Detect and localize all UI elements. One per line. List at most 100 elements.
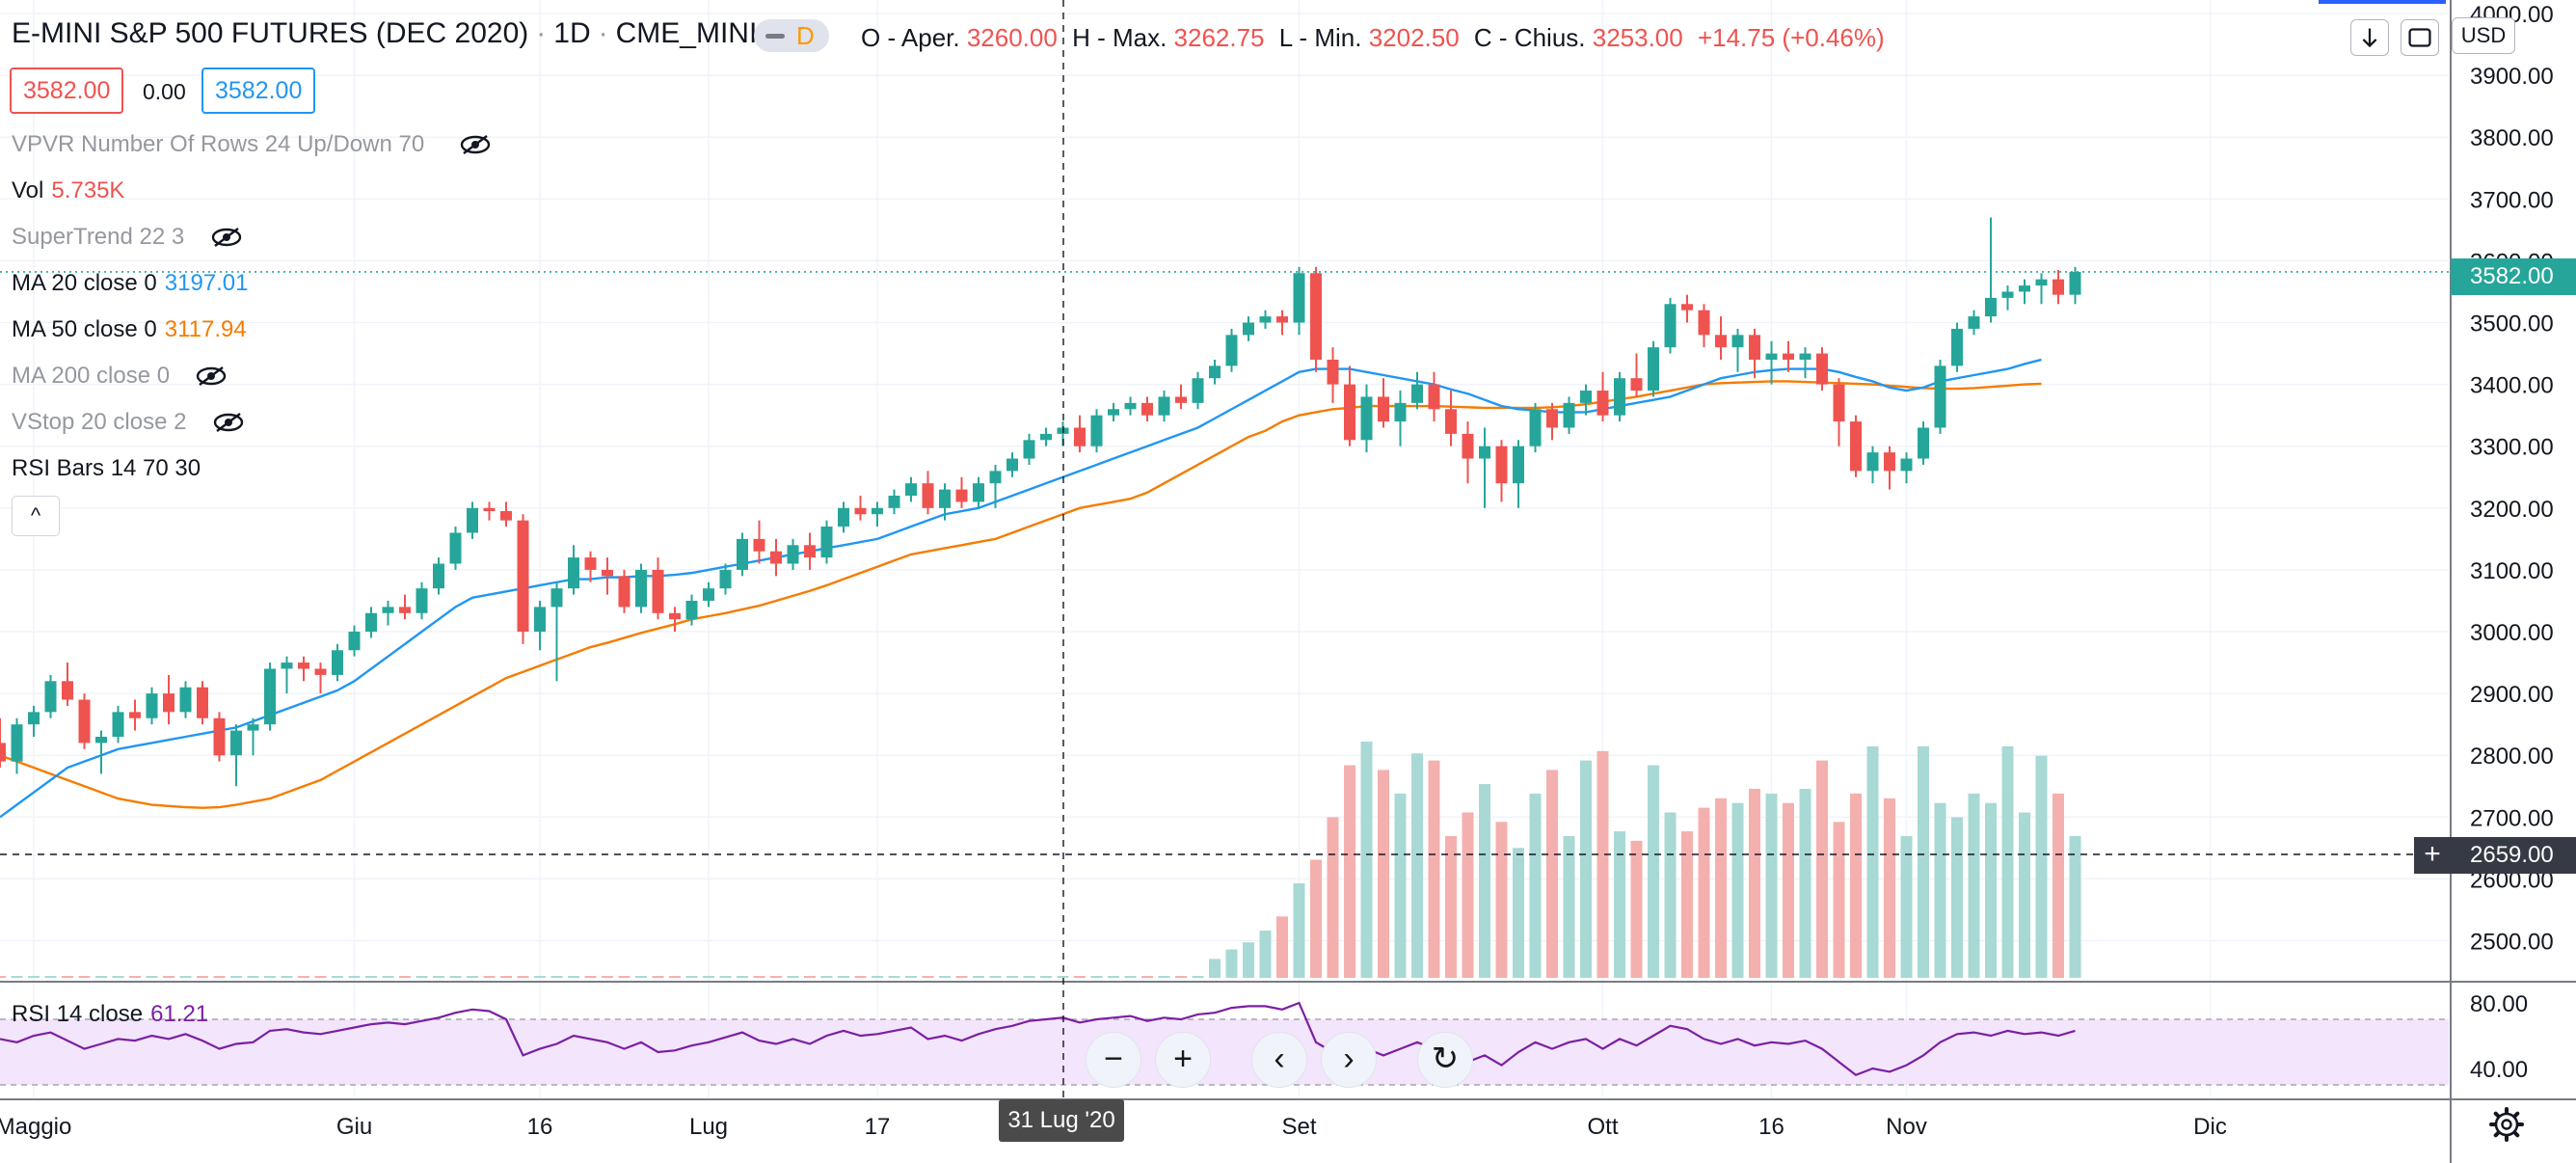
gear-icon[interactable] <box>2487 1105 2526 1144</box>
volume-bar <box>652 976 664 978</box>
scroll-forward-button[interactable]: › <box>1321 1032 1377 1088</box>
candle <box>298 656 309 682</box>
eye-hidden-icon[interactable] <box>459 134 492 155</box>
add-alert-button[interactable]: + <box>2414 837 2451 874</box>
time-tick-label: Lug <box>689 1114 728 1140</box>
collapse-legend-button[interactable]: ^ <box>12 496 60 536</box>
rsi-tick-label: 40.00 <box>2470 1057 2528 1083</box>
candle-body <box>652 569 664 613</box>
legend-rsi[interactable]: RSI 14 close 61.21 <box>12 1000 208 1029</box>
candle <box>602 557 613 595</box>
volume-bar <box>1900 836 1913 978</box>
candle-body <box>517 520 529 633</box>
candle-body <box>1681 304 1693 311</box>
minus-icon <box>765 34 785 39</box>
volume-bar <box>11 976 23 978</box>
candle <box>703 582 714 608</box>
candle <box>1749 328 1760 379</box>
volume-bar <box>2035 755 2048 978</box>
eye-hidden-icon[interactable] <box>212 412 245 433</box>
candle-body <box>1799 353 1811 360</box>
volume-bar <box>1158 976 1170 978</box>
zoom-out-button[interactable]: − <box>1086 1032 1141 1088</box>
candle-body <box>1445 409 1457 434</box>
volume-value: 5.735K <box>51 177 125 203</box>
candle-body <box>1816 353 1828 385</box>
candle <box>1985 217 1997 323</box>
candle <box>1546 402 1558 441</box>
volume-bar <box>1209 959 1221 978</box>
candle-body <box>129 712 141 718</box>
ma50-line <box>0 380 2042 809</box>
last-price-label: 3582.00 <box>2451 258 2576 295</box>
rsi-band-fill <box>0 1019 2449 1085</box>
candle <box>1090 409 1103 453</box>
volume-bar <box>298 976 309 978</box>
buy-price-button[interactable]: 3582.00 <box>201 68 316 114</box>
volume-bar <box>399 976 411 978</box>
candle <box>1276 310 1288 336</box>
volume-bar <box>247 976 259 978</box>
volume-bar <box>332 976 343 978</box>
volume-bar <box>955 976 968 978</box>
candle <box>129 699 141 731</box>
candle <box>838 501 849 533</box>
zoom-in-button[interactable]: + <box>1155 1032 1211 1088</box>
candle <box>1664 297 1677 354</box>
legend-volume[interactable]: Vol 5.735K <box>12 176 124 205</box>
volume-bar <box>1715 798 1727 978</box>
candle-body <box>365 612 377 633</box>
candle <box>1833 378 1845 446</box>
legend-rsi-bars[interactable]: RSI Bars 14 70 30 <box>12 454 201 483</box>
scroll-back-button[interactable]: ‹ <box>1251 1032 1307 1088</box>
volume-bar <box>1394 793 1407 978</box>
legend-ma200[interactable]: MA 200 close 0 <box>12 362 170 391</box>
candle <box>1158 391 1170 422</box>
candle-body <box>1648 347 1659 392</box>
market-status-pill[interactable]: D <box>754 19 829 52</box>
fullscreen-button[interactable] <box>2401 19 2439 56</box>
candle <box>652 557 664 620</box>
volume-bar <box>1360 742 1373 978</box>
volume-bar <box>584 976 597 978</box>
candle <box>213 712 226 762</box>
reset-chart-button[interactable]: ↻ <box>1417 1032 1473 1088</box>
volume-bar <box>0 976 6 978</box>
legend-vstop[interactable]: VStop 20 close 2 <box>12 408 186 437</box>
candle-body <box>1344 384 1355 441</box>
crosshair-price-label: 2659.00 <box>2451 837 2576 874</box>
volume-bar <box>1428 760 1440 978</box>
symbol-name: E-MINI S&P 500 FUTURES (DEC 2020) <box>12 17 529 49</box>
candle-body <box>95 737 107 744</box>
volume-bar <box>44 976 57 978</box>
legend-vpvr[interactable]: VPVR Number Of Rows 24 Up/Down 70 <box>12 130 424 159</box>
candle-body <box>922 483 934 508</box>
price-tick-label: 3800.00 <box>2470 125 2554 151</box>
volume-bar <box>95 976 107 978</box>
candle-body <box>770 551 782 564</box>
volume-bar <box>1968 793 1980 978</box>
legend-ma20[interactable]: MA 20 close 0 3197.01 <box>12 269 249 298</box>
volume-bar <box>1192 976 1204 978</box>
time-axis-labels: Maggio Giu 16 Lug 17 Set Ott 16 Nov Dic <box>0 1114 2227 1140</box>
candle <box>550 582 563 682</box>
eye-hidden-icon[interactable] <box>210 227 243 248</box>
sell-price-button[interactable]: 3582.00 <box>10 68 124 114</box>
legend-ma50[interactable]: MA 50 close 0 3117.94 <box>12 315 247 344</box>
candle <box>95 730 107 774</box>
candle <box>1529 402 1542 453</box>
volume-bar <box>281 976 293 978</box>
volume-bar <box>1799 789 1811 978</box>
scroll-to-latest-button[interactable] <box>2350 19 2389 56</box>
symbol-title[interactable]: E-MINI S&P 500 FUTURES (DEC 2020) · 1D · CME… <box>12 17 757 50</box>
candle <box>399 594 411 620</box>
candle-body <box>1513 446 1524 484</box>
currency-button[interactable]: USD <box>2452 17 2515 54</box>
volume-bar <box>1023 976 1035 978</box>
volume-bar <box>2069 836 2081 978</box>
candle-body <box>433 563 444 589</box>
eye-hidden-icon[interactable] <box>195 365 228 387</box>
legend-supertrend[interactable]: SuperTrend 22 3 <box>12 223 184 252</box>
